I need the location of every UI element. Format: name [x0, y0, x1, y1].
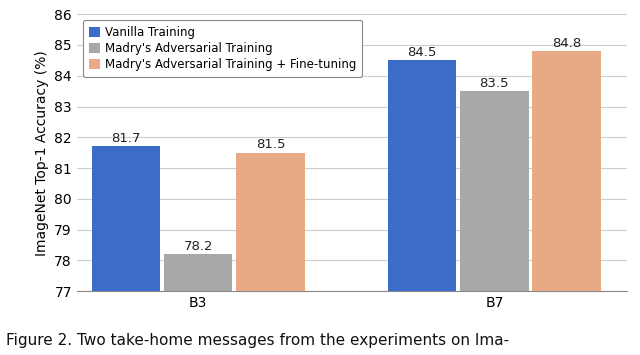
Text: 84.8: 84.8	[552, 37, 581, 50]
Bar	[388, 60, 456, 355]
Bar	[164, 254, 232, 355]
Legend: Vanilla Training, Madry's Adversarial Training, Madry's Adversarial Training + F: Vanilla Training, Madry's Adversarial Tr…	[83, 20, 362, 77]
Text: Figure 2. Two take-home messages from the experiments on Ima-: Figure 2. Two take-home messages from th…	[6, 333, 509, 348]
Y-axis label: ImageNet Top-1 Accuracy (%): ImageNet Top-1 Accuracy (%)	[35, 50, 49, 256]
Text: 84.5: 84.5	[408, 46, 437, 59]
Bar	[532, 51, 600, 355]
Text: 81.5: 81.5	[255, 138, 285, 151]
Text: 78.2: 78.2	[184, 240, 213, 253]
Bar	[236, 153, 305, 355]
Bar	[460, 91, 529, 355]
Bar	[92, 147, 160, 355]
Text: 81.7: 81.7	[111, 132, 141, 145]
Text: 83.5: 83.5	[479, 77, 509, 89]
